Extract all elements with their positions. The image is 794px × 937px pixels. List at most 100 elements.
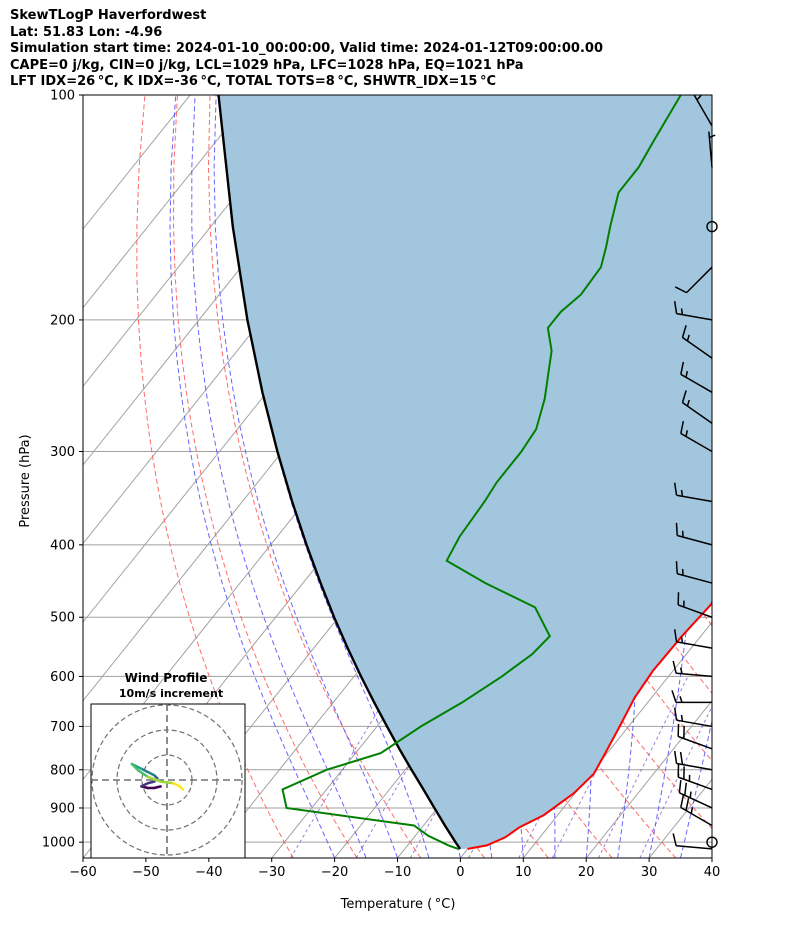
isotherm-line bbox=[522, 621, 712, 858]
barb-flag bbox=[673, 750, 678, 764]
x-tick-label: −60 bbox=[69, 865, 96, 880]
barb-flag bbox=[673, 707, 678, 721]
wind-barb bbox=[677, 764, 713, 791]
wind-barb bbox=[674, 266, 713, 294]
moist-adiabat-line bbox=[213, 95, 398, 858]
barb-flag bbox=[675, 561, 678, 574]
barb-shaft bbox=[686, 266, 713, 294]
wind-barb bbox=[706, 836, 718, 848]
wind-barb bbox=[680, 361, 713, 393]
barb-half-flag bbox=[685, 370, 689, 378]
mixing-ratio-line bbox=[290, 676, 400, 858]
wind-barb bbox=[675, 522, 713, 546]
wind-barb bbox=[673, 482, 713, 503]
hodograph-subtitle: 10m/s increment bbox=[119, 687, 223, 700]
wind-barb bbox=[677, 723, 713, 750]
barb-flag bbox=[673, 482, 678, 496]
barb-flag bbox=[680, 794, 685, 808]
barb-flag bbox=[672, 660, 677, 674]
barb-flag bbox=[684, 782, 688, 796]
wind-barb bbox=[680, 794, 713, 827]
barb-half-flag bbox=[696, 94, 702, 101]
x-tick-label: −20 bbox=[321, 865, 348, 880]
x-tick-label: −30 bbox=[258, 865, 285, 880]
wind-barb bbox=[672, 833, 713, 850]
barb-shaft bbox=[708, 131, 713, 168]
y-axis-label: Pressure (hPa) bbox=[18, 434, 33, 527]
isotherm-line bbox=[711, 857, 712, 858]
x-tick-label: −40 bbox=[195, 865, 222, 880]
barb-half-flag bbox=[709, 134, 716, 139]
hodograph-title: Wind Profile bbox=[125, 671, 208, 685]
wind-barb bbox=[673, 301, 713, 321]
moist-adiabat-line bbox=[169, 95, 336, 858]
x-tick-label: −10 bbox=[384, 865, 411, 880]
dry-adiabat-line bbox=[698, 95, 712, 128]
hodograph-segment bbox=[178, 785, 185, 791]
simulation-time-line: Simulation start time: 2024-01-10_00:00:… bbox=[10, 41, 603, 56]
calm-wind-circle bbox=[706, 220, 718, 233]
barb-shaft bbox=[676, 672, 713, 678]
barb-half-flag bbox=[685, 430, 689, 437]
barb-flag bbox=[671, 690, 677, 703]
moist-adiabat-line bbox=[191, 95, 367, 858]
barb-half-flag bbox=[680, 308, 684, 315]
wind-barb bbox=[671, 690, 712, 704]
dewpoint-profile-line bbox=[281, 95, 682, 850]
barb-flag bbox=[681, 390, 687, 403]
hodograph-frame bbox=[90, 703, 246, 859]
y-tick-label: 100 bbox=[50, 89, 75, 104]
y-tick-label: 800 bbox=[50, 763, 75, 778]
y-tick-label: 300 bbox=[50, 445, 75, 460]
location-line: Lat: 51.83 Lon: -4.96 bbox=[10, 24, 163, 40]
wind-barb bbox=[678, 780, 713, 809]
x-tick-label: 20 bbox=[578, 865, 595, 880]
moist-adiabat-line bbox=[711, 856, 712, 858]
mixing-ratio-line bbox=[551, 676, 646, 858]
isotherm-line bbox=[83, 95, 317, 388]
barb-shaft bbox=[676, 845, 713, 850]
barb-shaft bbox=[676, 494, 713, 503]
x-tick-label: −50 bbox=[132, 865, 159, 880]
wind-barb bbox=[677, 592, 713, 618]
barb-half-flag bbox=[686, 334, 690, 342]
y-tick-label: 600 bbox=[50, 670, 75, 685]
x-axis-label: Temperature ( °C) bbox=[340, 897, 456, 912]
wind-barb bbox=[673, 750, 713, 771]
wind-barb bbox=[693, 94, 713, 127]
barb-half-flag bbox=[686, 399, 690, 407]
barb-flag bbox=[674, 286, 687, 294]
chart-header: SkewTLogP Haverfordwest Lat: 51.83 Lon: … bbox=[10, 8, 603, 91]
dry-adiabat-line bbox=[172, 95, 358, 858]
barb-half-flag bbox=[679, 696, 683, 703]
wind-barb bbox=[680, 420, 713, 453]
y-tick-label: 500 bbox=[50, 611, 75, 626]
barb-shaft bbox=[676, 312, 713, 321]
wind-barb bbox=[675, 561, 713, 584]
parcel-profile-line bbox=[217, 95, 462, 850]
y-tick-label: 200 bbox=[50, 313, 75, 328]
barb-flag bbox=[673, 301, 678, 314]
barb-half-flag bbox=[679, 667, 683, 674]
wind-barb bbox=[681, 325, 713, 359]
axes: −60 −50 −40 −30 −20 −10 0 10 20 30 40 100 200 300 400 5… bbox=[42, 89, 720, 881]
wind-barb bbox=[672, 660, 713, 678]
hodograph-segment bbox=[136, 769, 150, 779]
hodograph-segment bbox=[159, 780, 175, 785]
y-tick-label: 400 bbox=[50, 538, 75, 553]
thermo-indices-line: LFT IDX=26 °C, K IDX=-36 °C, TOTAL TOTS=… bbox=[10, 74, 497, 89]
barb-shaft bbox=[677, 534, 713, 546]
barb-flag bbox=[680, 420, 685, 434]
mixing-ratio-line bbox=[639, 705, 712, 858]
dry-adiabat-line bbox=[731, 95, 794, 858]
y-tick-label: 1000 bbox=[42, 836, 75, 851]
profiles bbox=[217, 95, 712, 850]
chart-title: SkewTLogP Haverfordwest bbox=[10, 8, 207, 23]
barb-flag bbox=[679, 751, 684, 765]
wind-barb bbox=[708, 131, 716, 168]
isotherm-line bbox=[83, 95, 191, 230]
wind-barbs bbox=[671, 94, 718, 850]
barb-shaft bbox=[676, 641, 713, 649]
calm-wind-circle bbox=[706, 836, 718, 848]
